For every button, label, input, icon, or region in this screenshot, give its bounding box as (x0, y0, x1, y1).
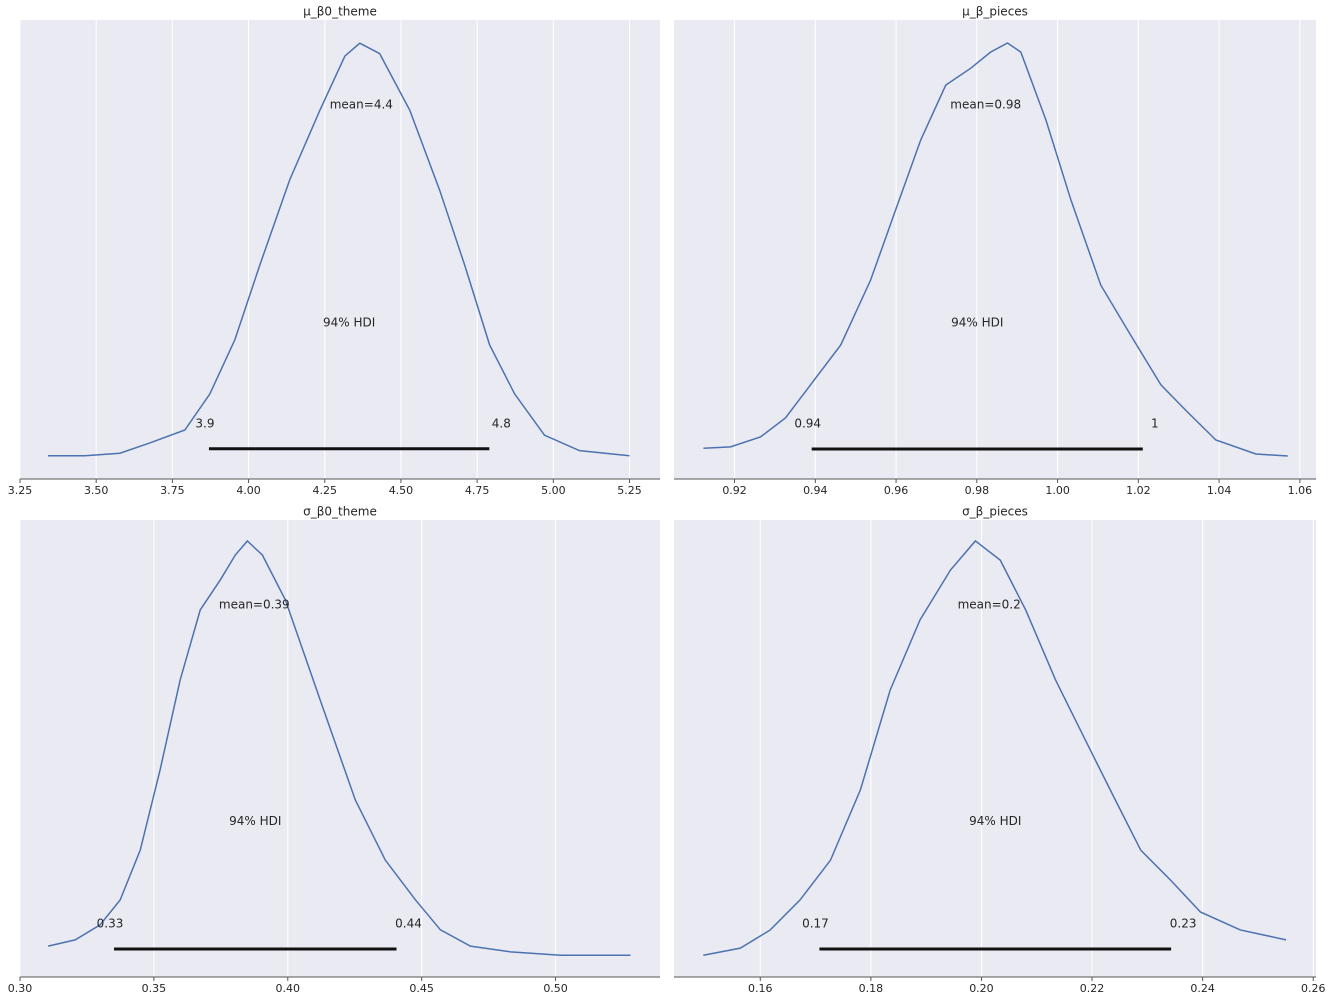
hdi-label: 94% HDI (229, 814, 281, 828)
x-tick-label: 0.30 (8, 982, 33, 995)
plot-area (20, 20, 660, 479)
x-tick-label: 1.00 (1045, 484, 1070, 497)
x-tick-label: 0.94 (803, 484, 828, 497)
mean-label: mean=0.39 (219, 598, 290, 612)
x-tick-label: 0.45 (409, 982, 434, 995)
x-tick-label: 0.24 (1190, 982, 1215, 995)
hdi-lower-label: 0.33 (97, 916, 124, 930)
x-tick-label: 0.50 (543, 982, 568, 995)
subplot-title: σ_β0_theme (303, 505, 377, 519)
x-tick-label: 4.00 (236, 484, 261, 497)
x-tick-label: 0.18 (859, 982, 884, 995)
x-tick-label: 3.25 (8, 484, 33, 497)
hdi-lower-label: 3.9 (195, 416, 214, 430)
x-tick-label: 4.50 (389, 484, 414, 497)
x-tick-label: 3.75 (160, 484, 185, 497)
hdi-upper-label: 0.44 (395, 916, 422, 930)
mean-label: mean=0.98 (950, 98, 1021, 112)
x-tick-label: 0.16 (748, 982, 773, 995)
plot-area (674, 520, 1316, 977)
x-tick-label: 3.50 (84, 484, 109, 497)
x-tick-label: 5.25 (617, 484, 642, 497)
x-tick-label: 0.26 (1301, 982, 1326, 995)
x-tick-label: 0.92 (722, 484, 747, 497)
hdi-label: 94% HDI (951, 315, 1003, 329)
density-curve (703, 539, 1287, 956)
hdi-lower-label: 0.17 (802, 917, 829, 931)
x-tick-label: 0.22 (1080, 982, 1105, 995)
x-tick-label: 1.06 (1288, 484, 1313, 497)
x-tick-label: 0.35 (142, 982, 167, 995)
x-tick-label: 0.98 (965, 484, 990, 497)
x-tick-label: 4.25 (313, 484, 338, 497)
x-tick-label: 1.02 (1126, 484, 1151, 497)
density-curve (703, 42, 1288, 457)
x-tick-label: 0.20 (969, 982, 994, 995)
density-curve (47, 539, 631, 956)
subplot-title: μ_β_pieces (962, 5, 1028, 19)
hdi-upper-label: 1 (1151, 417, 1159, 431)
x-tick-label: 5.00 (541, 484, 566, 497)
x-tick-label: 0.40 (276, 982, 301, 995)
hdi-upper-label: 0.23 (1170, 917, 1197, 931)
x-tick-label: 1.04 (1207, 484, 1232, 497)
x-tick-label: 0.96 (884, 484, 909, 497)
mean-label: mean=0.2 (958, 598, 1021, 612)
subplot-title: μ_β0_theme (303, 5, 377, 19)
density-curve (48, 42, 630, 457)
hdi-label: 94% HDI (323, 315, 375, 329)
hdi-label: 94% HDI (969, 814, 1021, 828)
hdi-lower-label: 0.94 (794, 417, 821, 431)
hdi-upper-label: 4.8 (492, 416, 511, 430)
plot-area (674, 20, 1316, 479)
subplot-title: σ_β_pieces (962, 505, 1028, 519)
x-tick-label: 4.75 (465, 484, 490, 497)
mean-label: mean=4.4 (330, 98, 393, 112)
plot-area (20, 520, 660, 977)
